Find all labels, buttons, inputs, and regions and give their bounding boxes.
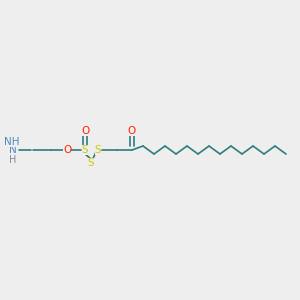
Text: S: S <box>82 145 88 155</box>
Text: O: O <box>63 145 71 155</box>
Text: O: O <box>128 126 136 136</box>
Text: H: H <box>9 155 17 165</box>
Text: NH: NH <box>4 137 20 147</box>
Text: S: S <box>95 145 101 155</box>
Text: S: S <box>88 158 94 168</box>
Text: N: N <box>9 145 17 155</box>
Text: O: O <box>81 126 89 136</box>
